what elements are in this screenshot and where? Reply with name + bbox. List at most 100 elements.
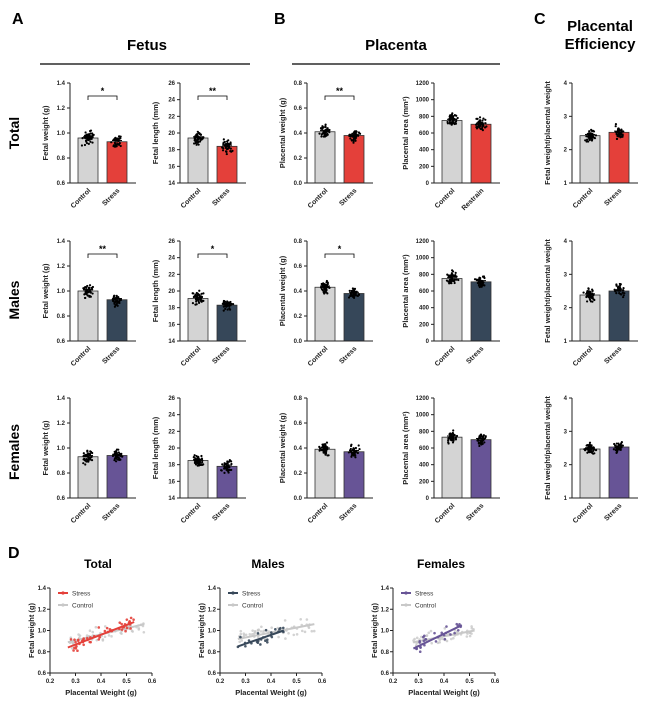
significance-bracket: [324, 95, 355, 100]
data-point: [283, 619, 287, 622]
data-point: [82, 287, 85, 290]
data-point: [451, 269, 454, 272]
data-point: [292, 633, 296, 637]
data-point: [119, 631, 122, 635]
y-tick-label: 0: [426, 496, 430, 502]
data-point: [354, 446, 358, 450]
data-point: [228, 308, 232, 311]
y-axis-label: Placental area (mm²): [401, 411, 410, 485]
data-point: [193, 138, 197, 141]
data-point: [445, 625, 448, 628]
section-title-efficiency-2: Efficiency: [565, 36, 637, 53]
y-tick-label: 0.6: [208, 671, 217, 677]
data-point: [195, 143, 198, 146]
data-point: [450, 279, 453, 283]
y-tick-label: 0.6: [57, 339, 66, 345]
y-tick-label: 0.8: [294, 396, 303, 402]
data-point: [454, 438, 458, 441]
data-point: [320, 288, 324, 291]
y-tick-label: 4: [564, 81, 568, 87]
data-point: [481, 119, 484, 122]
y-tick-label: 0: [426, 181, 430, 187]
data-point: [223, 140, 226, 144]
legend-label: Stress: [242, 591, 261, 598]
data-point: [108, 628, 112, 631]
y-tick-label: 1.4: [57, 239, 66, 245]
data-point: [86, 449, 89, 452]
y-tick-label: 14: [168, 496, 175, 502]
scatter-chart-total: Total 0.6 0.8 1.0 1.2 1.4 0.2 0.3 0.4 0.5 0.6 Fetal…: [27, 557, 157, 697]
data-point: [455, 434, 459, 438]
y-tick-label: 1.2: [208, 607, 217, 613]
data-point: [480, 443, 483, 446]
data-point: [438, 638, 442, 642]
data-point: [91, 451, 94, 455]
y-tick-label: 1.0: [57, 446, 66, 452]
bar-stress: [608, 446, 630, 499]
data-point: [91, 285, 95, 289]
significance-label: **: [99, 244, 107, 254]
x-tick-label: 0.4: [97, 679, 106, 685]
y-tick-label: 1.4: [38, 586, 47, 592]
data-point: [88, 138, 91, 141]
y-tick-label: 1.4: [381, 586, 390, 592]
data-point: [198, 289, 201, 292]
data-point: [322, 443, 325, 446]
data-point: [225, 152, 228, 156]
legend-marker: [231, 591, 235, 595]
data-point: [229, 149, 232, 153]
data-point: [438, 640, 441, 644]
y-tick-label: 2: [564, 463, 568, 469]
data-point: [86, 134, 89, 137]
data-point: [116, 137, 119, 140]
y-tick-label: 0.8: [38, 650, 47, 656]
data-point: [612, 448, 615, 451]
data-point: [111, 454, 115, 458]
data-point: [110, 141, 113, 144]
data-point: [118, 141, 121, 145]
bar-control: [314, 448, 336, 499]
data-point: [129, 616, 133, 620]
bar-chart-1-4: Control Stress 1 2 3 4 Fetal weight/placental …: [543, 239, 638, 368]
data-point: [222, 138, 225, 141]
data-point: [113, 305, 117, 308]
y-tick-label: 2: [564, 306, 568, 312]
data-point: [202, 292, 205, 295]
y-tick-label: 0.6: [294, 106, 303, 112]
y-axis-label: Fetal weight (g): [197, 603, 206, 659]
data-point: [622, 295, 625, 299]
data-point: [86, 294, 89, 297]
y-tick-label: 16: [168, 164, 175, 170]
bar-chart-1-0: Control Stress 0.6 0.8 1.0 1.2 1.4 Fetal weight…: [41, 239, 136, 368]
data-point: [449, 438, 452, 441]
data-point: [440, 637, 444, 641]
x-tick-label: 0.4: [267, 679, 276, 685]
y-tick-label: 26: [168, 239, 175, 245]
data-point: [478, 444, 481, 448]
significance-bracket: [87, 95, 118, 100]
data-point: [585, 138, 589, 141]
data-point: [103, 625, 107, 628]
data-point: [614, 123, 618, 126]
data-point: [324, 123, 327, 126]
bar-chart-2-3: Control Stress 0 200 400 600 800 1000 1200 Placen…: [401, 396, 500, 525]
panel-label-a: A: [12, 11, 24, 28]
data-point: [229, 147, 232, 150]
data-point: [590, 139, 594, 142]
bar-chart-0-0: Control Stress 0.6 0.8 1.0 1.2 1.4 Fetal weight…: [41, 81, 136, 210]
legend-marker: [61, 603, 65, 607]
data-point: [227, 470, 230, 473]
data-point: [89, 291, 92, 294]
data-point: [318, 445, 321, 448]
data-point: [594, 449, 598, 452]
x-tick-label: Control: [434, 345, 457, 368]
data-point: [202, 463, 205, 466]
data-point: [82, 637, 85, 640]
data-point: [195, 454, 198, 458]
data-point: [443, 627, 447, 630]
data-point: [323, 292, 326, 295]
data-point: [90, 455, 93, 458]
data-point: [455, 622, 459, 626]
y-tick-label: 1.0: [57, 131, 66, 137]
bar-control: [314, 286, 336, 342]
